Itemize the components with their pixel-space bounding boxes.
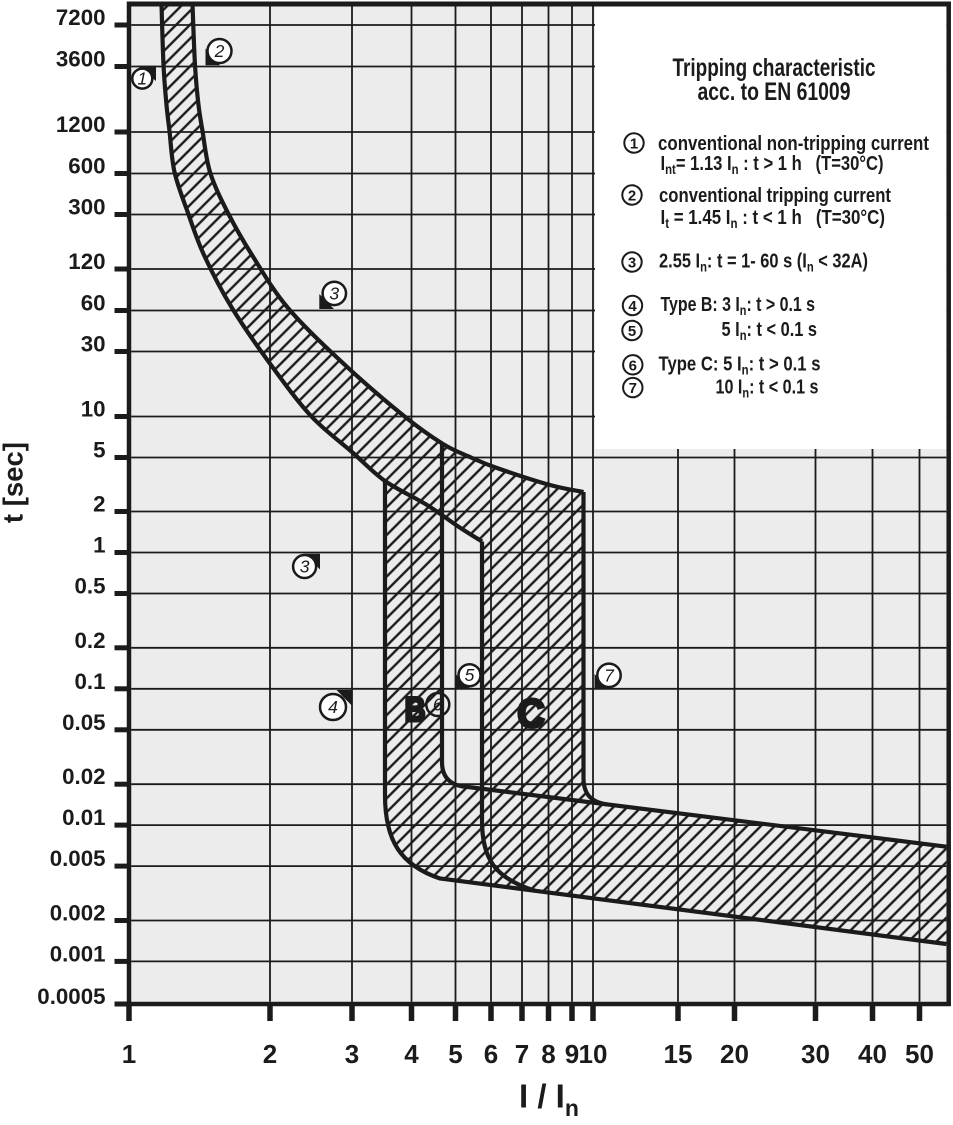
svg-text:It = 1.45 In : t < 1 h (T=30: It = 1.45 In : t < 1 h (T=30°C): [661, 206, 886, 231]
svg-text:120: 120: [68, 249, 105, 274]
svg-text:60: 60: [81, 291, 106, 316]
svg-text:0.0005: 0.0005: [37, 984, 105, 1009]
svg-text:Type C: 5 In: t > 0.1 s: Type C: 5 In: t > 0.1 s: [659, 353, 821, 378]
svg-text:1: 1: [630, 136, 638, 153]
svg-text:30: 30: [81, 332, 106, 357]
svg-text:Type B: 3 In: t > 0.1 s: Type B: 3 In: t > 0.1 s: [661, 293, 816, 318]
svg-text:4: 4: [628, 298, 637, 315]
svg-text:5: 5: [628, 323, 636, 340]
svg-text:0.05: 0.05: [62, 710, 105, 735]
svg-text:600: 600: [68, 154, 105, 179]
svg-text:conventional non-tripping curr: conventional non-tripping current: [658, 132, 929, 155]
svg-text:10 In: t < 0.1 s: 10 In: t < 0.1 s: [716, 376, 819, 401]
svg-text:8: 8: [541, 1039, 555, 1069]
svg-text:3: 3: [345, 1039, 359, 1069]
svg-text:300: 300: [68, 195, 105, 220]
svg-text:3: 3: [300, 557, 310, 577]
svg-text:15: 15: [664, 1039, 693, 1069]
svg-text:5: 5: [448, 1039, 462, 1069]
svg-text:5 In: t < 0.1 s: 5 In: t < 0.1 s: [722, 318, 818, 343]
svg-text:6: 6: [433, 695, 443, 715]
svg-text:3: 3: [628, 255, 636, 272]
svg-text:5: 5: [465, 665, 475, 685]
svg-text:0.001: 0.001: [50, 941, 106, 966]
svg-text:9: 9: [565, 1039, 579, 1069]
svg-text:0.2: 0.2: [75, 628, 106, 653]
svg-text:7: 7: [629, 380, 637, 397]
svg-text:4: 4: [328, 697, 338, 717]
svg-text:0.02: 0.02: [62, 764, 105, 789]
svg-text:2: 2: [93, 492, 105, 517]
svg-text:7200: 7200: [56, 5, 106, 30]
svg-text:2: 2: [628, 188, 636, 205]
svg-text:7: 7: [604, 666, 615, 686]
svg-text:2: 2: [214, 41, 225, 61]
svg-text:0.5: 0.5: [75, 574, 106, 599]
svg-text:t [sec]: t [sec]: [0, 442, 29, 523]
svg-text:B: B: [405, 690, 426, 729]
svg-text:conventional tripping current: conventional tripping current: [659, 184, 891, 207]
svg-text:1: 1: [93, 533, 105, 558]
svg-text:acc. to EN 61009: acc. to EN 61009: [698, 78, 851, 106]
svg-text:7: 7: [515, 1039, 529, 1069]
svg-text:30: 30: [801, 1039, 830, 1069]
svg-text:3: 3: [329, 284, 339, 304]
svg-text:50: 50: [905, 1039, 934, 1069]
svg-text:1200: 1200: [56, 112, 106, 137]
svg-text:3600: 3600: [56, 47, 106, 72]
svg-text:20: 20: [720, 1039, 749, 1069]
svg-text:0.01: 0.01: [62, 805, 105, 830]
svg-text:5: 5: [93, 438, 105, 463]
svg-text:2: 2: [263, 1039, 277, 1069]
svg-text:1: 1: [137, 69, 147, 89]
svg-text:0.005: 0.005: [50, 846, 106, 871]
svg-text:0.1: 0.1: [75, 669, 106, 694]
svg-text:C: C: [517, 692, 544, 736]
svg-text:40: 40: [858, 1039, 887, 1069]
svg-text:Tripping characteristic: Tripping characteristic: [673, 54, 876, 82]
svg-text:6: 6: [629, 357, 637, 374]
svg-text:Int= 1.13 In : t > 1 h (T=30: Int= 1.13 In : t > 1 h (T=30°C): [661, 152, 884, 177]
svg-text:10: 10: [81, 397, 106, 422]
svg-text:6: 6: [484, 1039, 498, 1069]
svg-text:1: 1: [122, 1039, 136, 1069]
svg-text:2.55 In: t = 1- 60 s (In < 32A: 2.55 In: t = 1- 60 s (In < 32A): [659, 250, 868, 275]
svg-text:0.002: 0.002: [50, 901, 106, 926]
svg-text:10: 10: [579, 1039, 608, 1069]
svg-text:4: 4: [404, 1039, 419, 1069]
